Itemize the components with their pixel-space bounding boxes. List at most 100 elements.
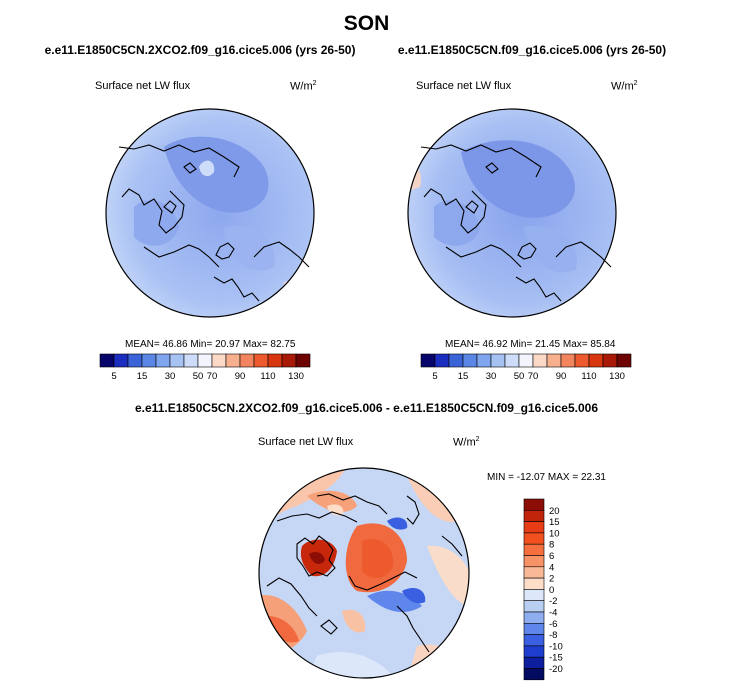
panel1-colorbar-box bbox=[99, 353, 115, 368]
panel3-coastlines bbox=[266, 493, 463, 653]
panel3-colorbar-tick-label: 10 bbox=[549, 528, 560, 539]
panel2-units: W/m bbox=[611, 80, 634, 93]
panel3-colorbar-box bbox=[523, 589, 545, 602]
panel1-colorbar-box bbox=[197, 353, 213, 368]
panel3-colorbar-box bbox=[523, 555, 545, 568]
panel3-colorbar-tick-label: -6 bbox=[549, 619, 557, 630]
panel1-colorbar-box bbox=[113, 353, 129, 368]
panel3-case-title: e.e11.E1850C5CN.2XCO2.f09_g16.cice5.006 … bbox=[135, 401, 598, 415]
panel2-colorbar-tick-label: 5 bbox=[432, 371, 437, 382]
panel1-colorbar-tick-label: 70 bbox=[207, 371, 218, 382]
panel1-colorbar-box bbox=[183, 353, 199, 368]
panel1-min-label: Min= bbox=[190, 339, 213, 350]
panel3-colorbar-tick-label: -15 bbox=[549, 653, 563, 664]
panel2-min-label: Min= bbox=[510, 339, 533, 350]
panel2-variable-label: Surface net LW flux bbox=[416, 80, 512, 92]
panel3-colorbar-box bbox=[523, 634, 545, 647]
panel3-colorbar-tick-label: 0 bbox=[549, 585, 554, 596]
panel3-colorbar-tick-label: 15 bbox=[549, 517, 560, 528]
panel1-units: W/m bbox=[290, 80, 313, 93]
panel1-colorbar: 5 15 30 50 70 90 110 130 bbox=[99, 353, 311, 382]
panel1-mean-value: 46.86 bbox=[162, 339, 188, 350]
panel2-case-title: e.e11.E1850C5CN.f09_g16.cice5.006 (yrs 2… bbox=[397, 43, 667, 57]
panel1-colorbar-box bbox=[169, 353, 185, 368]
panel1-colorbar-tick-label: 30 bbox=[165, 371, 176, 382]
panel1-max-value: 82.75 bbox=[270, 339, 296, 350]
panel3-units-exponent: 2 bbox=[475, 436, 480, 443]
panel2-colorbar-box bbox=[434, 353, 450, 368]
panel3-colorbar-tick-label: -4 bbox=[549, 608, 557, 619]
panel1-colorbar-tick-label: 50 bbox=[193, 371, 204, 382]
panel2-colorbar-tick-label: 110 bbox=[581, 371, 596, 382]
panel3-colorbar-box bbox=[523, 577, 545, 590]
panel3-colorbar-tick-label: -10 bbox=[549, 641, 563, 652]
panel1-map-border bbox=[105, 108, 315, 318]
panel3-colorbar-box bbox=[523, 521, 545, 534]
panel3-stats: MIN = -12.07 MAX = 22.31 bbox=[487, 472, 606, 483]
panel3-colorbar-tick-label: -20 bbox=[549, 664, 563, 675]
panel3-variable-label: Surface net LW flux bbox=[258, 436, 354, 448]
panel3-colorbar-box bbox=[523, 645, 545, 658]
panel2-map-border bbox=[407, 108, 617, 318]
panel1-colorbar-tick-label: 5 bbox=[111, 371, 116, 382]
panel2-colorbar-box bbox=[546, 353, 562, 368]
panel2-colorbar-box bbox=[616, 353, 632, 368]
panel1-stats: MEAN= 46.86 Min= 20.97 Max= 82.75 bbox=[125, 339, 295, 350]
panel3-colorbar-box bbox=[523, 532, 545, 545]
panel3-colorbar-tick-label: -8 bbox=[549, 630, 557, 641]
panel3-colorbar-tick-label: 4 bbox=[549, 562, 554, 573]
panel3-colorbar-tick-label: 20 bbox=[549, 506, 560, 517]
panel1-variable-label: Surface net LW flux bbox=[95, 80, 191, 92]
panel2-colorbar-tick-label: 70 bbox=[528, 371, 539, 382]
panel2-colorbar-box bbox=[518, 353, 534, 368]
panel2-colorbar-box bbox=[462, 353, 478, 368]
panel1-colorbar-box bbox=[239, 353, 255, 368]
panel2-colorbar-tick-label: 90 bbox=[556, 371, 567, 382]
panel3-field bbox=[259, 468, 469, 678]
panel3-polar-map bbox=[258, 467, 470, 679]
panel2-colorbar: 5 15 30 50 70 90 110 130 bbox=[420, 353, 632, 382]
panel2-colorbar-box bbox=[448, 353, 464, 368]
panel2-colorbar-tick-label: 50 bbox=[514, 371, 525, 382]
panel1-colorbar-box bbox=[211, 353, 227, 368]
panel2-max-label: Max= bbox=[562, 339, 588, 350]
panel3-colorbar-box bbox=[523, 498, 545, 511]
panel2-coastlines bbox=[420, 144, 612, 302]
panel2-units-label: W/m2 bbox=[611, 80, 638, 93]
panel2-colorbar-box bbox=[504, 353, 520, 368]
panel3-colorbar-box bbox=[523, 566, 545, 579]
panel2-colorbar-box bbox=[476, 353, 492, 368]
panel1-colorbar-box bbox=[295, 353, 311, 368]
panel3-map-border bbox=[258, 467, 470, 679]
panel3-colorbar-tick-label: 8 bbox=[549, 540, 554, 551]
panel1-colorbar-box bbox=[267, 353, 283, 368]
panel1-polar-map bbox=[105, 108, 315, 318]
panel3-colorbar-box bbox=[523, 543, 545, 556]
panel2-colorbar-tick-label: 130 bbox=[609, 371, 625, 382]
panel3-colorbar-box bbox=[523, 611, 545, 624]
panel3-colorbar-box bbox=[523, 656, 545, 669]
panel1-field bbox=[106, 109, 314, 317]
panel2-mean-label: MEAN= bbox=[445, 339, 480, 350]
panel1-colorbar-box bbox=[253, 353, 269, 368]
panel2-colorbar-tick-label: 15 bbox=[458, 371, 469, 382]
panel3-min-value: -12.07 bbox=[516, 472, 546, 483]
panel1-colorbar-box bbox=[225, 353, 241, 368]
panel1-max-label: Max= bbox=[242, 339, 268, 350]
panel3-colorbar-tick-label: 6 bbox=[549, 551, 554, 562]
panel3-max-value: 22.31 bbox=[580, 472, 606, 483]
panel3-units: W/m bbox=[453, 436, 476, 449]
panel1-mean-label: MEAN= bbox=[125, 339, 160, 350]
panel3-colorbar-box bbox=[523, 623, 545, 635]
panel2-min-value: 21.45 bbox=[535, 339, 561, 350]
panel1-case-title: e.e11.E1850C5CN.2XCO2.f09_g16.cice5.006 … bbox=[44, 43, 356, 57]
panel3-colorbar-box bbox=[523, 668, 545, 681]
panel3-colorbar-box bbox=[523, 600, 545, 613]
panel3-colorbar-tick-label: -2 bbox=[549, 596, 557, 607]
panel2-colorbar-box bbox=[574, 353, 590, 368]
panel3-max-label: MAX = bbox=[547, 472, 579, 483]
panel1-colorbar-tick-label: 110 bbox=[260, 371, 275, 382]
panel2-units-exponent: 2 bbox=[633, 80, 638, 87]
panel1-min-value: 20.97 bbox=[215, 339, 241, 350]
